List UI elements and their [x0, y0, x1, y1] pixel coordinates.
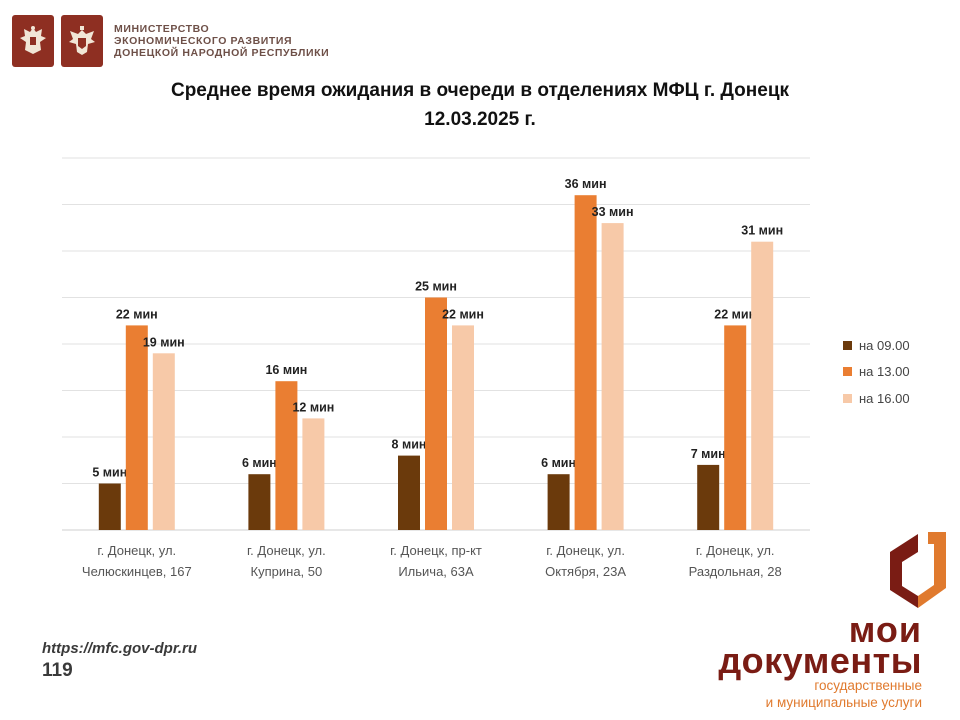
- bar: [601, 223, 624, 530]
- brand-line-2: документы: [718, 640, 922, 681]
- bar: [425, 297, 447, 530]
- bar: [724, 325, 747, 530]
- legend-item: на 16.00: [843, 385, 910, 412]
- category-label: Куприна, 50: [251, 564, 323, 579]
- bar: [302, 418, 325, 530]
- data-label: 16 мин: [265, 363, 307, 377]
- ministry-line: МИНИСТЕРСТВО: [114, 23, 210, 35]
- bar: [547, 474, 570, 530]
- brand-line-3: государственные: [814, 678, 922, 693]
- chart-title: Среднее время ожидания в очереди в отдел…: [170, 80, 790, 101]
- header: МИНИСТЕРСТВО ЭКОНОМИЧЕСКОГО РАЗВИТИЯ ДОН…: [12, 14, 329, 68]
- category-label: г. Донецк, ул.: [97, 543, 176, 558]
- bar: [125, 325, 148, 530]
- brand-logo: мои документы государственные и муниципа…: [718, 609, 922, 711]
- data-label: 25 мин: [415, 280, 457, 294]
- category-label: г. Донецк, пр-кт: [390, 543, 482, 558]
- website-url: https://mfc.gov-dpr.ru: [42, 640, 197, 657]
- data-label: 31 мин: [741, 224, 783, 238]
- double-headed-eagle-emblem-icon: [12, 15, 54, 67]
- bar: [275, 381, 298, 530]
- bar: [452, 325, 474, 530]
- data-label: 12 мин: [292, 400, 334, 414]
- bar: [98, 483, 121, 530]
- data-label: 7 мин: [691, 447, 726, 461]
- legend-swatch: [843, 340, 852, 350]
- data-label: 36 мин: [565, 177, 607, 191]
- dpr-eagle-emblem-icon: [61, 15, 103, 67]
- legend-swatch: [843, 393, 852, 403]
- category-label: г. Донецк, ул.: [696, 543, 775, 558]
- data-label: 8 мин: [392, 438, 427, 452]
- data-label: 22 мин: [116, 307, 158, 321]
- bar: [152, 353, 175, 530]
- category-label: Раздольная, 28: [689, 564, 782, 579]
- data-label: 6 мин: [541, 456, 576, 470]
- data-label: 6 мин: [242, 456, 277, 470]
- ministry-line: ДОНЕЦКОЙ НАРОДНОЙ РЕСПУБЛИКИ: [114, 47, 330, 59]
- category-label: Челюскинцев, 167: [82, 564, 192, 579]
- data-label: 22 мин: [442, 307, 484, 321]
- chart-legend: на 09.00 на 13.00 на 16.00: [843, 332, 910, 412]
- data-label: 33 мин: [592, 205, 634, 219]
- bar: [697, 464, 720, 530]
- data-label: 19 мин: [143, 335, 185, 349]
- legend-item: на 09.00: [843, 332, 910, 359]
- bar: [751, 241, 774, 530]
- category-label: Ильича, 63А: [398, 564, 474, 579]
- brand-line-4: и муниципальные услуги: [765, 695, 922, 710]
- chart-subtitle: 12.03.2025 г.: [424, 109, 536, 130]
- legend-item: на 13.00: [843, 359, 910, 386]
- brand-line-1: мои: [848, 609, 922, 650]
- category-label: г. Донецк, ул.: [247, 543, 326, 558]
- ministry-line: ЭКОНОМИЧЕСКОГО РАЗВИТИЯ: [114, 35, 293, 47]
- legend-label: на 16.00: [859, 390, 910, 406]
- bar: [398, 455, 420, 530]
- page-number: 119: [42, 660, 73, 681]
- category-label: Октября, 23А: [545, 564, 626, 579]
- moi-dokumenty-logo-icon: [890, 532, 946, 608]
- data-label: 22 мин: [714, 307, 756, 321]
- legend-label: на 13.00: [859, 364, 910, 380]
- ministry-name: МИНИСТЕРСТВО ЭКОНОМИЧЕСКОГО РАЗВИТИЯ ДОН…: [114, 23, 329, 59]
- chart-title-block: Среднее время ожидания в очереди в отдел…: [0, 76, 960, 134]
- category-label: г. Донецк, ул.: [546, 543, 625, 558]
- legend-label: на 09.00: [859, 337, 910, 353]
- data-label: 5 мин: [92, 466, 127, 480]
- legend-swatch: [843, 367, 852, 377]
- bar: [248, 474, 271, 530]
- bar: [574, 195, 597, 530]
